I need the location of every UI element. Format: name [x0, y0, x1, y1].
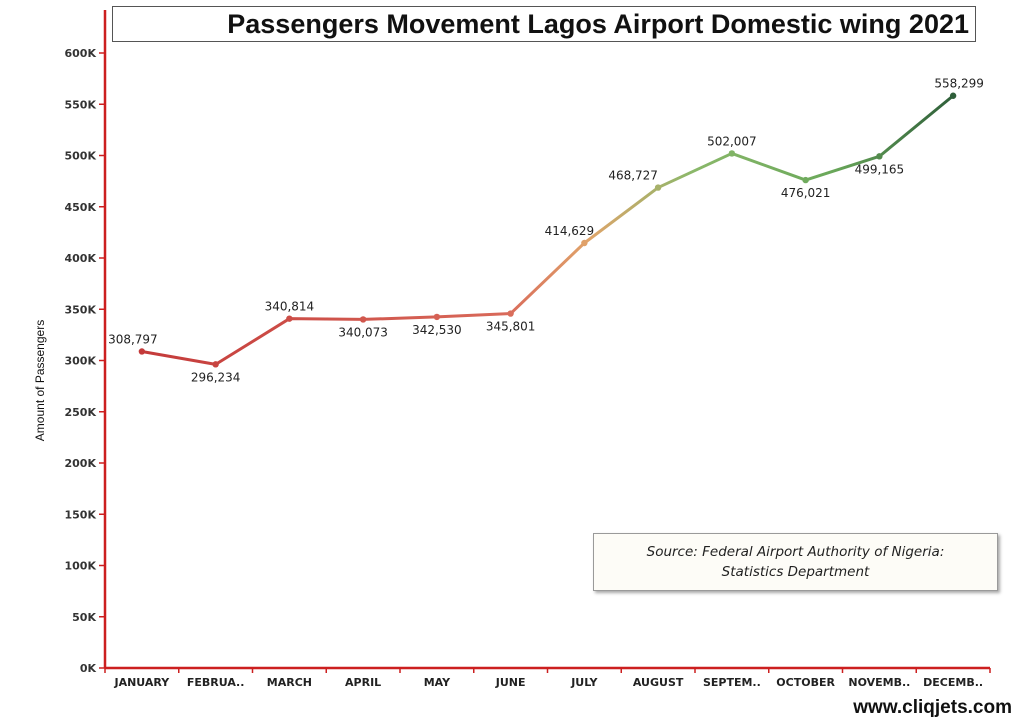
- data-point: [359, 316, 367, 323]
- x-tick-label: DECEMB..: [923, 676, 983, 689]
- source-note: Source: Federal Airport Authority of Nig…: [593, 533, 998, 591]
- data-label: 308,797: [108, 332, 158, 346]
- data-label: 340,073: [338, 325, 388, 339]
- data-point: [581, 239, 588, 247]
- x-tick-label: FEBRUA..: [187, 676, 245, 689]
- y-tick-label: 0K: [80, 662, 97, 675]
- x-tick-label: JULY: [570, 676, 598, 689]
- source-note-line-2: Statistics Department: [721, 564, 870, 580]
- y-tick-label: 450K: [65, 201, 97, 214]
- y-tick-label: 550K: [65, 98, 97, 111]
- x-tick-label: JUNE: [495, 676, 526, 689]
- x-tick-label: JANUARY: [113, 676, 170, 689]
- data-label: 342,530: [412, 323, 462, 337]
- data-point: [286, 315, 293, 322]
- data-label: 502,007: [707, 134, 757, 148]
- y-tick-label: 350K: [65, 303, 97, 316]
- y-tick-label: 200K: [65, 457, 97, 470]
- data-label: 558,299: [934, 77, 984, 91]
- data-label: 468,727: [608, 169, 658, 183]
- data-point: [212, 361, 219, 368]
- data-point: [654, 184, 662, 191]
- source-note-line-1: Source: Federal Airport Authority of Nig…: [646, 544, 945, 560]
- y-tick-label: 50K: [72, 611, 96, 624]
- data-point: [876, 153, 883, 160]
- data-point: [138, 348, 146, 355]
- x-tick-label: APRIL: [345, 676, 381, 689]
- data-point: [728, 150, 736, 157]
- chart-title: Passengers Movement Lagos Airport Domest…: [227, 9, 969, 39]
- series-line: [141, 94, 955, 366]
- x-tick-label: OCTOBER: [776, 676, 835, 689]
- data-label: 414,629: [545, 224, 595, 238]
- y-tick-label: 250K: [65, 406, 97, 419]
- x-tick-label: NOVEMB..: [848, 676, 910, 689]
- data-label: 340,814: [265, 300, 315, 314]
- y-tick-label: 600K: [65, 47, 97, 60]
- data-point: [949, 92, 957, 99]
- data-label: 476,021: [781, 186, 831, 200]
- data-point: [507, 310, 514, 317]
- data-label: 345,801: [486, 320, 536, 334]
- y-tick-label: 400K: [65, 252, 97, 265]
- data-label: 296,234: [191, 370, 241, 384]
- data-point: [802, 176, 809, 184]
- website-watermark: www.cliqjets.com: [853, 697, 1012, 718]
- x-tick-label: MAY: [424, 676, 451, 689]
- x-tick-label: SEPTEM..: [703, 676, 761, 689]
- chart-title-box: Passengers Movement Lagos Airport Domest…: [112, 6, 976, 42]
- y-tick-label: 500K: [65, 150, 97, 163]
- y-tick-label: 100K: [65, 560, 97, 573]
- data-point: [433, 313, 441, 321]
- y-tick-label: 300K: [65, 355, 97, 368]
- x-tick-label: AUGUST: [633, 676, 684, 689]
- y-tick-label: 150K: [65, 508, 97, 521]
- y-axis-title: Amount of Passengers: [33, 320, 47, 441]
- x-tick-label: MARCH: [267, 676, 312, 689]
- data-label: 499,165: [855, 162, 905, 176]
